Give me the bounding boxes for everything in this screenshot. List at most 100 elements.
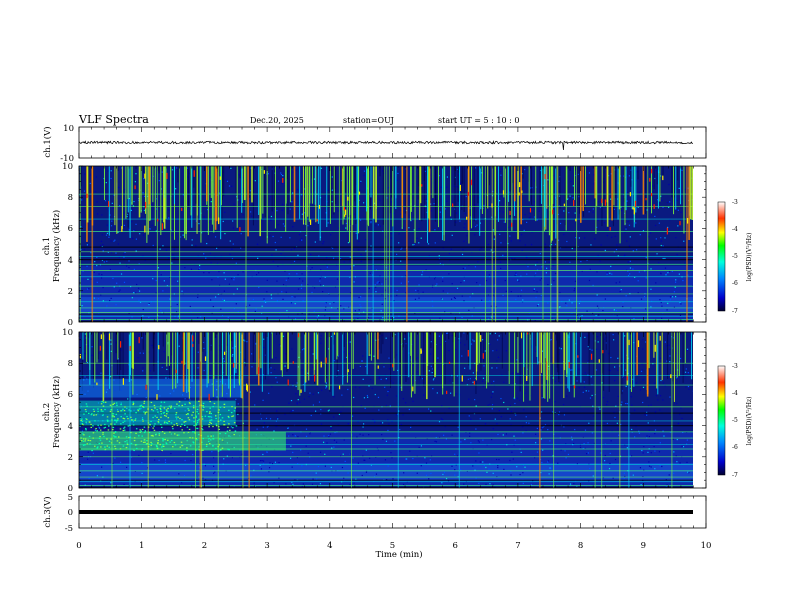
hiss-cell [95, 414, 98, 416]
spectrogram-cell [674, 281, 677, 283]
spectrogram-cell [160, 274, 162, 276]
spectrogram-cell [514, 258, 516, 260]
spectrogram-cell [689, 352, 692, 354]
hiss-cell [82, 440, 85, 442]
spectrogram-cell [456, 186, 458, 188]
spectrogram-cell [447, 480, 450, 482]
spectrogram-cell [616, 244, 618, 246]
spectrogram-cell [198, 466, 200, 469]
spectrogram-cell [320, 413, 322, 415]
spectrogram-cell [235, 303, 237, 305]
spectrogram-cell [301, 239, 303, 241]
spectrogram-cell [220, 308, 222, 310]
spectrogram-cell [291, 481, 293, 483]
spectrogram-cell [390, 237, 393, 239]
ch1-ytick-bottom: -10 [60, 154, 74, 164]
dark-streak [331, 332, 333, 376]
spectrogram-cell [164, 461, 167, 464]
spectrogram-cell [463, 227, 465, 229]
spectrogram-cell [514, 439, 516, 441]
spectrogram-cell [587, 168, 589, 170]
spectrogram-cell [679, 413, 681, 415]
spectrogram-cell [572, 364, 574, 366]
spectrogram-cell [181, 482, 183, 484]
spectrogram-cell [586, 259, 588, 262]
xtick-0: 0 [76, 541, 81, 551]
hiss-cell [86, 405, 88, 407]
spectrogram-cell [395, 414, 398, 416]
spectrogram-cell [305, 435, 308, 437]
hiss-cell [92, 408, 95, 411]
spectrogram-cell [215, 336, 217, 338]
spectrogram-cell [438, 436, 441, 439]
spectrogram-cell [186, 167, 189, 169]
spectrogram-cell [280, 172, 282, 174]
spectrogram-cell [613, 208, 615, 210]
spectrogram-cell [111, 202, 113, 204]
spectrogram-cell [234, 345, 236, 348]
spectrogram-cell [319, 277, 321, 280]
spectrogram-cell [173, 257, 176, 259]
spectrogram-cell [319, 483, 322, 485]
spectrogram-cell [471, 315, 473, 317]
spectrogram-cell [364, 239, 367, 241]
spectrogram-cell [271, 386, 273, 388]
spectrogram-cell [254, 404, 256, 406]
spectrogram-cell [86, 288, 89, 290]
spectrogram-cell [118, 256, 120, 258]
spectrogram-cell [430, 472, 432, 475]
spectrogram-cell [359, 433, 361, 435]
hiss-cell [162, 438, 165, 441]
hiss-cell [210, 412, 213, 415]
spectrogram-cell [279, 312, 281, 314]
spectrogram-cell [566, 240, 568, 243]
spectrogram-cell [206, 351, 209, 353]
sferic-line [574, 166, 576, 201]
spectrogram-cell [616, 422, 618, 424]
spectrogram-cell [155, 198, 158, 200]
spectrogram-cell [141, 337, 143, 339]
spectrogram-cell [110, 371, 112, 373]
ch2-ytick-10: 10 [62, 328, 73, 338]
spectrogram-cell [544, 424, 547, 426]
spectrogram-cell [322, 285, 325, 287]
spectrogram-cell [91, 354, 93, 356]
spectrogram-cell [388, 248, 390, 250]
spectrogram-cell [422, 291, 424, 293]
sferic-line [329, 166, 331, 224]
spectrogram-cell [403, 472, 405, 474]
spectrogram-cell [602, 397, 605, 399]
spectrogram-cell [292, 409, 294, 412]
spectrogram-cell [339, 258, 342, 260]
sferic-line [114, 166, 116, 226]
spectrogram-cell [346, 356, 348, 359]
dark-streak [519, 332, 521, 392]
spectrogram-cell [297, 189, 299, 191]
spectrogram-cell [282, 298, 284, 300]
spectrogram-cell [236, 288, 239, 290]
sferic-line [247, 166, 249, 237]
hiss-cell [92, 432, 95, 434]
hiss-cell [114, 431, 117, 433]
spectrogram-cell [615, 248, 618, 251]
hiss-cell [234, 430, 237, 432]
sferic-line [241, 332, 243, 399]
spectrogram-cell [418, 297, 420, 299]
spectrogram-cell [317, 315, 320, 317]
spectrogram-cell [533, 216, 536, 218]
sferic-line [352, 166, 354, 225]
hiss-cell [142, 420, 144, 422]
dark-streak [692, 332, 693, 387]
sferic-line [673, 332, 675, 402]
spectrogram-cell [591, 432, 593, 434]
dark-streak [454, 166, 456, 227]
spectrogram-cell [320, 423, 323, 425]
spectrogram-cell [529, 212, 531, 214]
spectrogram-cell [632, 250, 634, 252]
sferic-line [233, 332, 235, 376]
spectrogram-cell [454, 297, 456, 300]
hiss-cell [206, 411, 208, 413]
spectrogram-cell [301, 238, 303, 240]
spectrogram-cell [373, 355, 375, 357]
spectrogram-cell [188, 193, 190, 195]
